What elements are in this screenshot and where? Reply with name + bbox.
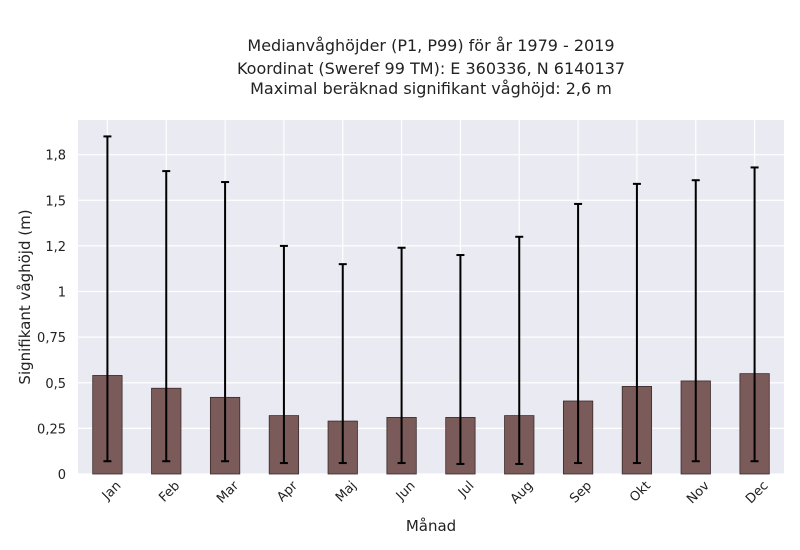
x-axis-label: Månad (406, 517, 456, 535)
error-bar-maj (338, 263, 347, 465)
x-tick-label-sep: Sep (567, 479, 595, 507)
error-bar-sep (574, 202, 583, 465)
y-tick-label: 0,5 (45, 377, 66, 392)
y-tick-label: 1 (58, 286, 66, 301)
x-tick-label-apr: Apr (274, 478, 301, 505)
error-bar-jun (397, 246, 406, 465)
x-tick-label-okt: Okt (627, 479, 654, 506)
error-bar-nov (691, 179, 700, 463)
chart-title-line-1: Medianvåghöjder (P1, P99) för år 1979 - … (247, 36, 614, 55)
y-tick-label: 1,2 (45, 240, 66, 255)
error-bar-jan (103, 135, 112, 463)
x-tick-label-mar: Mar (214, 478, 242, 506)
y-axis-label: Signifikant våghöjd (m) (16, 209, 34, 384)
plot-area (78, 120, 784, 474)
x-tick-label-jul: Jul (455, 479, 477, 501)
error-bar-apr (279, 244, 288, 465)
x-tick-label-jun: Jun (393, 479, 419, 505)
error-bar-feb (162, 170, 171, 463)
y-tick-label: 1,8 (45, 149, 66, 164)
y-tick-label: 0,25 (37, 422, 66, 437)
x-tick-label-maj: Maj (333, 479, 360, 506)
y-axis-ticks: 0 0,25 0,5 0,75 1 1,2 1,5 1,8 (37, 149, 66, 483)
x-tick-label-feb: Feb (156, 479, 183, 506)
x-tick-label-jan: Jan (99, 479, 124, 504)
error-bar-okt (632, 182, 641, 465)
error-bar-dec (750, 166, 759, 463)
x-tick-label-dec: Dec (743, 479, 771, 507)
x-tick-label-nov: Nov (684, 478, 713, 507)
error-bar-jul (456, 254, 465, 465)
chart-title-line-2: Koordinat (Sweref 99 TM): E 360336, N 61… (237, 59, 625, 78)
error-bar-aug (515, 235, 524, 465)
y-tick-label: 1,5 (45, 194, 66, 209)
error-bar-mar (221, 181, 230, 463)
x-tick-label-aug: Aug (508, 479, 537, 508)
y-tick-label: 0,75 (37, 331, 66, 346)
y-tick-label: 0 (58, 468, 66, 483)
error-bars (103, 135, 759, 465)
x-axis-ticks: Jan Feb Mar Apr Maj Jun Jul Aug Sep Okt Nov Dec (99, 478, 772, 507)
chart-title-line-3: Maximal beräknad signifikant våghöjd: 2,… (250, 79, 612, 98)
